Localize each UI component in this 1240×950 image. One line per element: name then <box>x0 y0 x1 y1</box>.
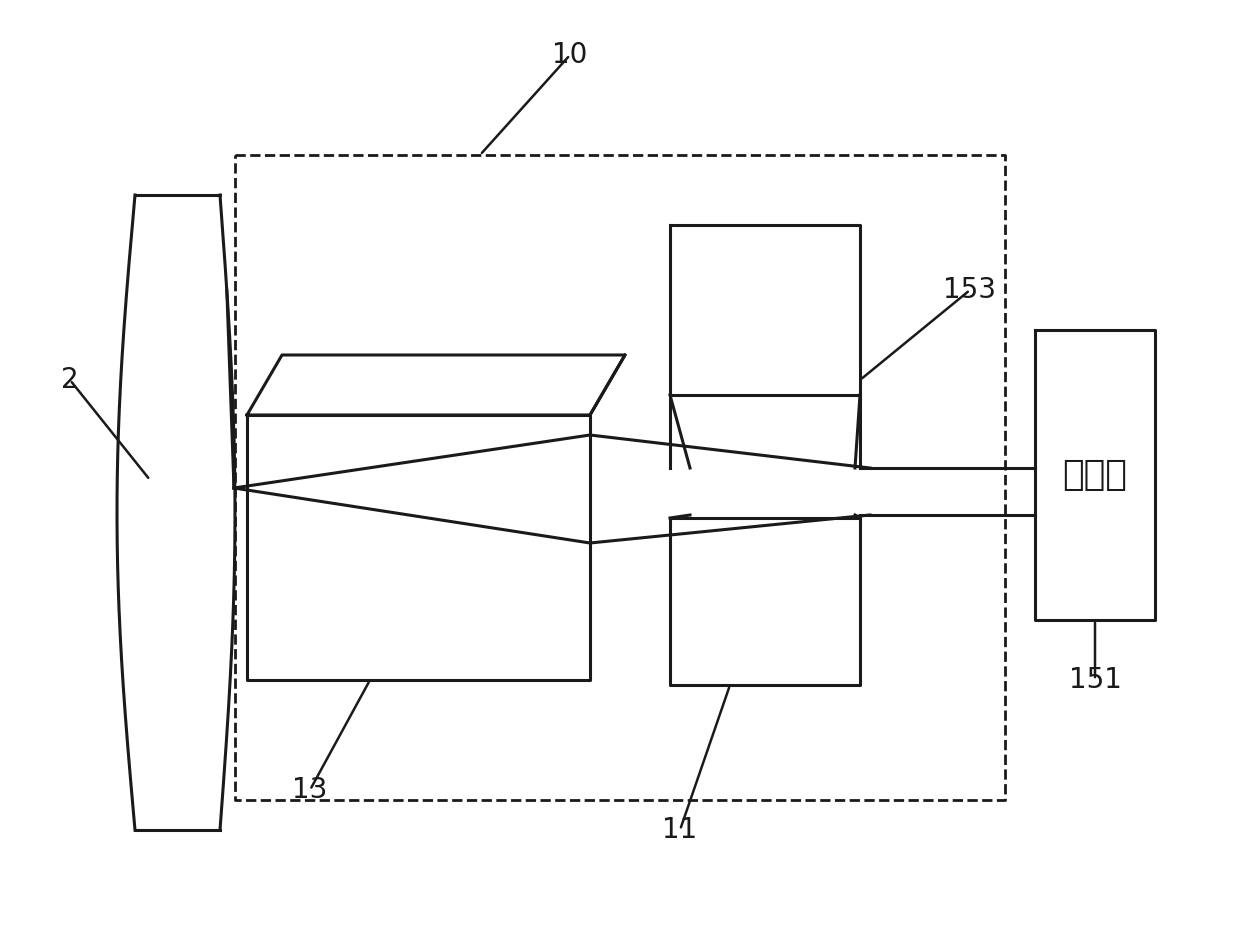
Text: 153: 153 <box>944 276 997 304</box>
Text: 151: 151 <box>1069 666 1121 694</box>
Text: 激光源: 激光源 <box>1063 458 1127 492</box>
Text: 13: 13 <box>293 776 327 804</box>
Text: 11: 11 <box>662 816 698 844</box>
Text: 10: 10 <box>552 41 588 69</box>
Text: 2: 2 <box>61 366 79 394</box>
